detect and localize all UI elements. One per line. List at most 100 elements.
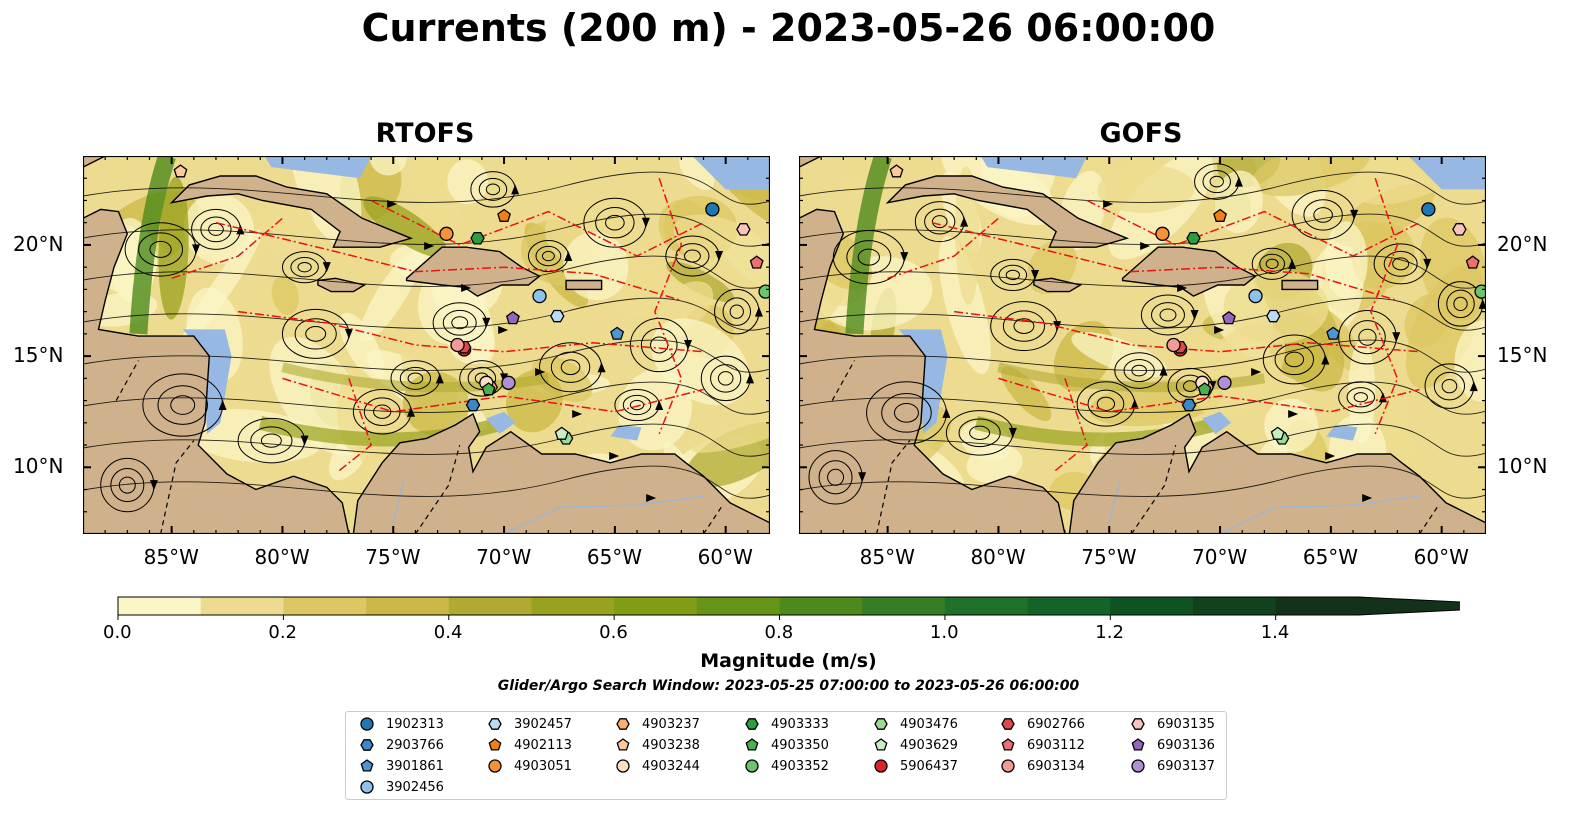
- legend-item-4903238: 4903238: [614, 735, 700, 755]
- legend-label: 4903237: [642, 716, 700, 732]
- lat-tick-label: 15°N: [1497, 343, 1548, 368]
- legend-marker-circle-icon: [360, 780, 374, 794]
- legend-item-6902766: 6902766: [999, 714, 1085, 734]
- colorbar-tick-label: 1.0: [929, 622, 959, 643]
- legend-item-4903237: 4903237: [614, 714, 700, 734]
- legend-marker-circle-icon: [488, 759, 502, 773]
- float-marker-6903134[interactable]: [1166, 337, 1181, 353]
- float-marker-4903352[interactable]: [1474, 284, 1486, 299]
- lat-tick-label: 10°N: [13, 454, 64, 479]
- colorbar-segment: [1027, 597, 1111, 615]
- float-marker-2903766[interactable]: [1181, 398, 1197, 412]
- float-marker-4903350[interactable]: [1197, 382, 1212, 396]
- float-marker-1902313[interactable]: [705, 202, 720, 217]
- lon-tick-label: 65°W: [586, 545, 643, 569]
- float-marker-3902457[interactable]: [550, 309, 565, 323]
- float-marker-4903238[interactable]: [173, 164, 188, 178]
- legend-label: 6903112: [1027, 737, 1085, 753]
- legend-marker-circle-icon: [874, 759, 888, 773]
- float-marker-6903136[interactable]: [1221, 310, 1236, 325]
- legend-label: 6903134: [1027, 758, 1085, 774]
- colorbar-segment: [366, 597, 450, 615]
- float-marker-1902313[interactable]: [1421, 202, 1436, 217]
- float-marker-4903051[interactable]: [439, 226, 454, 241]
- legend-label: 6903135: [1157, 716, 1215, 732]
- float-marker-4903629[interactable]: [554, 426, 569, 440]
- map-panel-gofs[interactable]: [799, 156, 1486, 534]
- lon-tick-label: 75°W: [1081, 545, 1137, 569]
- colorbar-segment: [1275, 597, 1359, 615]
- float-marker-6903135[interactable]: [1452, 223, 1467, 236]
- legend-label: 4903629: [900, 737, 958, 753]
- legend-item-4903333: 4903333: [743, 714, 829, 734]
- lon-tick-label: 70°W: [1192, 545, 1248, 569]
- colorbar-segment: [696, 597, 781, 615]
- float-marker-4902113[interactable]: [497, 208, 511, 222]
- float-marker-6903112[interactable]: [749, 255, 764, 269]
- legend-item-4903476: 4903476: [872, 714, 958, 734]
- float-marker-6903112[interactable]: [1465, 255, 1480, 269]
- colorbar: [117, 596, 1460, 620]
- lon-tick-label: 65°W: [1302, 545, 1359, 569]
- float-marker-4903333[interactable]: [470, 231, 485, 245]
- float-marker-4903238[interactable]: [889, 164, 904, 178]
- legend-item-6903136: 6903136: [1129, 735, 1215, 755]
- float-marker-2903766[interactable]: [465, 398, 481, 412]
- legend-marker-pentagon-icon: [616, 738, 630, 751]
- float-marker-6903137[interactable]: [501, 375, 516, 390]
- legend-item-2903766: 2903766: [358, 735, 444, 755]
- legend-item-4903350: 4903350: [743, 735, 829, 755]
- lon-tick-label: 85°W: [859, 545, 915, 569]
- legend-label: 4903476: [900, 716, 958, 732]
- colorbar-segment: [944, 597, 1029, 615]
- lat-tick-label: 20°N: [13, 231, 64, 256]
- float-marker-4903350[interactable]: [481, 382, 496, 396]
- legend-item-4903352: 4903352: [743, 756, 829, 776]
- legend-marker-pentagon-icon: [745, 738, 759, 751]
- legend-marker-circle-icon: [616, 759, 630, 773]
- legend-marker-pentagon-icon: [488, 738, 502, 751]
- legend-item-4903051: 4903051: [486, 756, 572, 776]
- legend: 1902313 2903766 3901861 3902456 3902457 49021…: [345, 711, 1227, 800]
- legend-label: 3901861: [386, 758, 444, 774]
- legend-marker-hexagon-icon: [1131, 718, 1145, 730]
- colorbar-segment: [283, 597, 367, 615]
- float-marker-6903134[interactable]: [450, 337, 465, 353]
- colorbar-segment: [531, 597, 615, 615]
- float-marker-6903137[interactable]: [1217, 375, 1232, 390]
- float-marker-4902113[interactable]: [1213, 208, 1227, 222]
- map-panel-rtofs[interactable]: [83, 156, 770, 534]
- legend-item-4903629: 4903629: [872, 735, 958, 755]
- float-marker-3902457[interactable]: [1266, 309, 1281, 323]
- legend-item-3902457: 3902457: [486, 714, 572, 734]
- figure-title: Currents (200 m) - 2023-05-26 06:00:00: [361, 6, 1216, 50]
- float-marker-3901861[interactable]: [610, 326, 625, 340]
- legend-marker-hexagon-icon: [745, 718, 759, 730]
- float-marker-4903051[interactable]: [1155, 226, 1170, 241]
- colorbar-tick-label: 0.8: [764, 622, 794, 643]
- lon-tick-label: 85°W: [143, 545, 199, 569]
- legend-item-3902456: 3902456: [358, 777, 444, 797]
- legend-label: 3902456: [386, 779, 444, 795]
- panel-title-rtofs: RTOFS: [375, 118, 475, 149]
- float-marker-3902456[interactable]: [532, 288, 547, 304]
- colorbar-segment: [779, 597, 863, 615]
- float-marker-3902456[interactable]: [1248, 288, 1263, 304]
- colorbar-tick-label: 1.4: [1260, 622, 1290, 643]
- float-marker-6903135[interactable]: [736, 223, 751, 236]
- float-marker-6903136[interactable]: [505, 310, 520, 325]
- legend-label: 6903137: [1157, 758, 1215, 774]
- colorbar-tick-label: 0.2: [268, 622, 298, 643]
- legend-marker-hexagon-icon: [874, 718, 888, 730]
- float-marker-4903333[interactable]: [1186, 231, 1201, 245]
- legend-item-4903244: 4903244: [614, 756, 700, 776]
- legend-marker-pentagon-icon: [360, 759, 374, 772]
- legend-label: 4903333: [771, 716, 829, 732]
- float-marker-4903352[interactable]: [758, 284, 770, 299]
- legend-label: 5906437: [900, 758, 958, 774]
- lon-tick-label: 75°W: [365, 545, 421, 569]
- float-marker-4903629[interactable]: [1270, 426, 1285, 440]
- legend-item-5906437: 5906437: [872, 756, 958, 776]
- float-marker-3901861[interactable]: [1326, 326, 1341, 340]
- legend-marker-hexagon-icon: [488, 718, 502, 730]
